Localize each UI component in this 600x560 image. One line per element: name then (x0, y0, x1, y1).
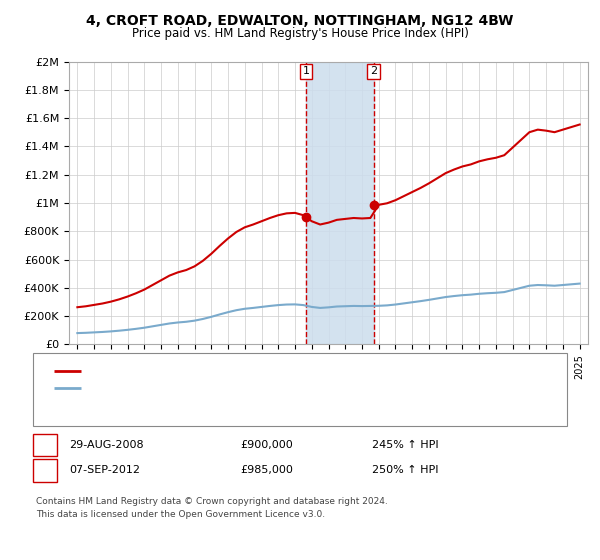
Text: 1: 1 (41, 440, 49, 450)
Bar (306, 62, 374, 344)
Text: 2: 2 (41, 465, 49, 475)
Text: 1: 1 (302, 67, 310, 77)
Text: 29-AUG-2008: 29-AUG-2008 (69, 440, 143, 450)
Text: 250% ↑ HPI: 250% ↑ HPI (372, 465, 439, 475)
Text: 07-SEP-2012: 07-SEP-2012 (69, 465, 140, 475)
Text: 4, CROFT ROAD, EDWALTON, NOTTINGHAM, NG12 4BW: 4, CROFT ROAD, EDWALTON, NOTTINGHAM, NG1… (86, 14, 514, 28)
Text: £985,000: £985,000 (240, 465, 293, 475)
Text: Price paid vs. HM Land Registry's House Price Index (HPI): Price paid vs. HM Land Registry's House … (131, 27, 469, 40)
Text: HPI: Average price, detached house, Rushcliffe: HPI: Average price, detached house, Rush… (87, 382, 331, 393)
Text: Contains HM Land Registry data © Crown copyright and database right 2024.: Contains HM Land Registry data © Crown c… (36, 497, 388, 506)
Text: £900,000: £900,000 (240, 440, 293, 450)
Text: 245% ↑ HPI: 245% ↑ HPI (372, 440, 439, 450)
Text: 4, CROFT ROAD, EDWALTON, NOTTINGHAM, NG12 4BW (detached house): 4, CROFT ROAD, EDWALTON, NOTTINGHAM, NG1… (87, 366, 468, 376)
Text: This data is licensed under the Open Government Licence v3.0.: This data is licensed under the Open Gov… (36, 510, 325, 519)
Text: 2: 2 (370, 67, 377, 77)
